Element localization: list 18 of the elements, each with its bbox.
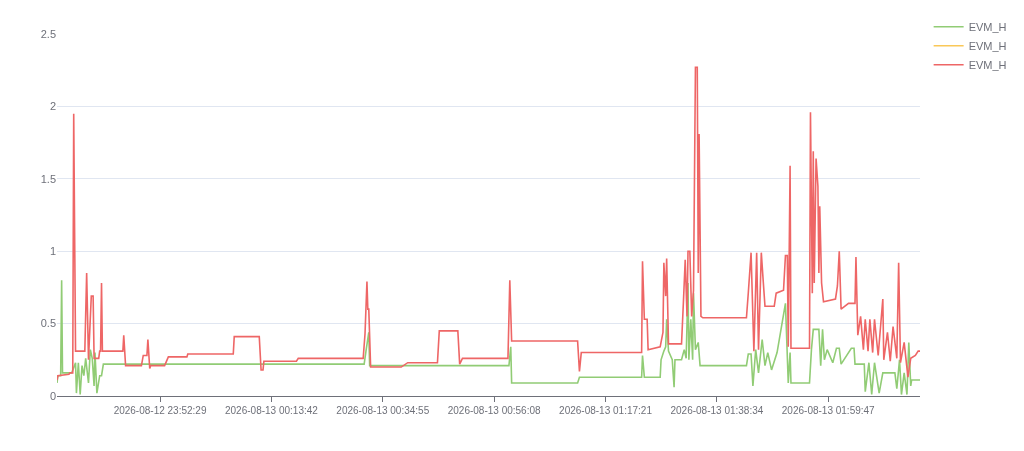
x-tick-label: 2026-08-13 00:56:08 xyxy=(447,405,542,416)
x-tick-label: 2026-08-12 23:52:29 xyxy=(113,405,207,416)
y-tick-label: 1.5 xyxy=(40,172,56,185)
legend-label: EVM_H xyxy=(968,21,1007,34)
y-tick-label: 0.5 xyxy=(40,317,56,330)
x-tick-label: 2026-08-13 00:34:55 xyxy=(336,405,430,416)
line-series xyxy=(57,279,920,396)
legend-label: EVM_H xyxy=(968,40,1007,53)
x-tick-label: 2026-08-13 01:38:34 xyxy=(670,405,764,416)
x-tick-label: 2026-08-13 01:59:47 xyxy=(781,405,876,416)
x-tick-label: 2026-08-13 01:17:21 xyxy=(559,405,653,416)
legend-label: EVM_H xyxy=(968,59,1007,72)
y-tick-label: 2 xyxy=(49,100,56,113)
y-tick-label: 2.5 xyxy=(40,27,56,40)
x-tick-label: 2026-08-13 00:13:42 xyxy=(224,405,319,416)
y-tick-label: 1 xyxy=(49,245,56,258)
y-tick-label: 0 xyxy=(49,389,56,402)
line-series xyxy=(57,66,920,381)
